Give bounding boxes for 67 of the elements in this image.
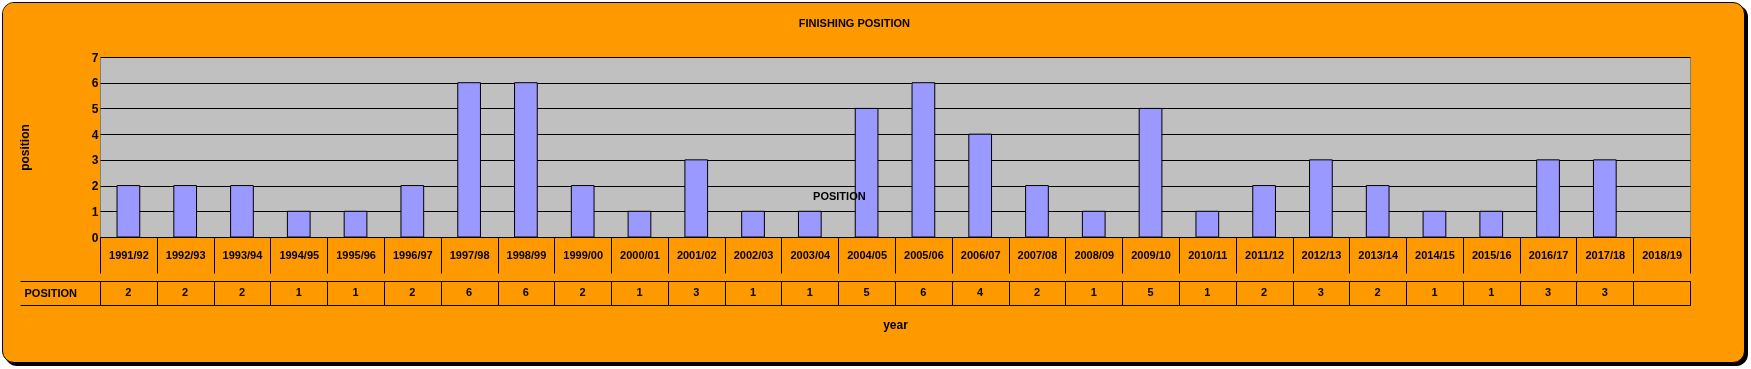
x-tick-label: 1995/96: [336, 248, 376, 261]
data-label: 1: [636, 286, 643, 298]
x-tick-label: 2014/15: [1415, 248, 1455, 261]
data-label: 1: [1488, 286, 1495, 298]
data-label: 1: [295, 286, 302, 298]
data-label: 1: [806, 286, 813, 298]
data-label: 2: [238, 286, 246, 298]
data-label: 5: [863, 286, 870, 298]
data-label: 2: [579, 286, 586, 298]
x-tick-label: 2015/16: [1471, 248, 1512, 261]
data-label: 2: [125, 286, 132, 298]
x-tick-label: 2003/04: [790, 248, 832, 261]
data-label: 1: [1090, 286, 1097, 298]
x-tick-label: 1997/98: [449, 248, 490, 261]
data-label: 2: [1033, 286, 1041, 298]
y-axis-title: position: [17, 124, 32, 171]
y-tick-label: 2: [91, 179, 99, 194]
x-tick-label: 2016/17: [1528, 248, 1569, 261]
x-tick-label: 2006/07: [960, 248, 1001, 261]
x-tick-label: 1993/94: [222, 248, 264, 261]
x-tick-label: 2009/10: [1131, 248, 1171, 261]
x-tick-label: 2011/12: [1245, 248, 1285, 261]
data-label: 3: [693, 286, 700, 298]
x-tick-label: 2010/11: [1188, 248, 1228, 261]
y-tick-label: 6: [91, 76, 99, 91]
data-label: 1: [352, 286, 359, 298]
x-tick-label: 2007/08: [1017, 248, 1058, 261]
x-tick-label: 1998/99: [506, 248, 547, 261]
x-tick-label: 1996/97: [392, 248, 433, 261]
x-tick-label: 1999/00: [563, 248, 604, 261]
y-tick-label: 3: [91, 153, 99, 168]
x-tick-label: 2004/05: [847, 248, 887, 261]
y-tick-label: 4: [91, 127, 99, 142]
x-tick-label: 1991/92: [109, 248, 149, 261]
x-tick-label: 2018/19: [1642, 248, 1682, 261]
data-label: 2: [182, 286, 189, 298]
data-label: 2: [409, 286, 416, 298]
x-tick-label: 2001/02: [676, 248, 717, 261]
x-tick-label: 2000/01: [620, 248, 660, 261]
y-tick-label: 1: [91, 204, 99, 219]
x-tick-label: 2008/09: [1074, 248, 1115, 261]
data-label: 1: [749, 286, 757, 298]
data-label: 6: [522, 286, 529, 298]
data-label: 1: [1431, 286, 1438, 298]
data-label: 6: [466, 286, 473, 298]
x-tick-label: 1992/93: [165, 248, 206, 261]
x-tick-label: 2005/06: [904, 248, 944, 261]
y-tick-label: 0: [91, 230, 99, 245]
data-label: 2: [1261, 286, 1268, 298]
x-tick-label: 2002/03: [733, 248, 774, 261]
y-tick-label: 5: [91, 101, 99, 116]
x-tick-label: 1994/95: [279, 248, 320, 261]
data-label: 1: [1204, 286, 1211, 298]
data-label: 2: [1374, 286, 1381, 298]
data-label: 3: [1544, 286, 1552, 298]
data-label: 3: [1601, 286, 1608, 298]
legend-label: POSITION: [24, 286, 78, 299]
data-label: 5: [1147, 286, 1154, 298]
x-tick-label: 2013/14: [1358, 248, 1399, 261]
x-tick-label: 2017/18: [1585, 248, 1626, 261]
data-label: 6: [920, 286, 927, 298]
y-tick-label: 7: [91, 50, 99, 65]
x-tick-label: 2012/13: [1301, 248, 1342, 261]
data-label: 4: [977, 286, 985, 298]
chart-title: FINISHING POSITION: [798, 16, 911, 29]
x-axis-title: year: [883, 317, 909, 332]
data-label: 3: [1317, 286, 1324, 298]
